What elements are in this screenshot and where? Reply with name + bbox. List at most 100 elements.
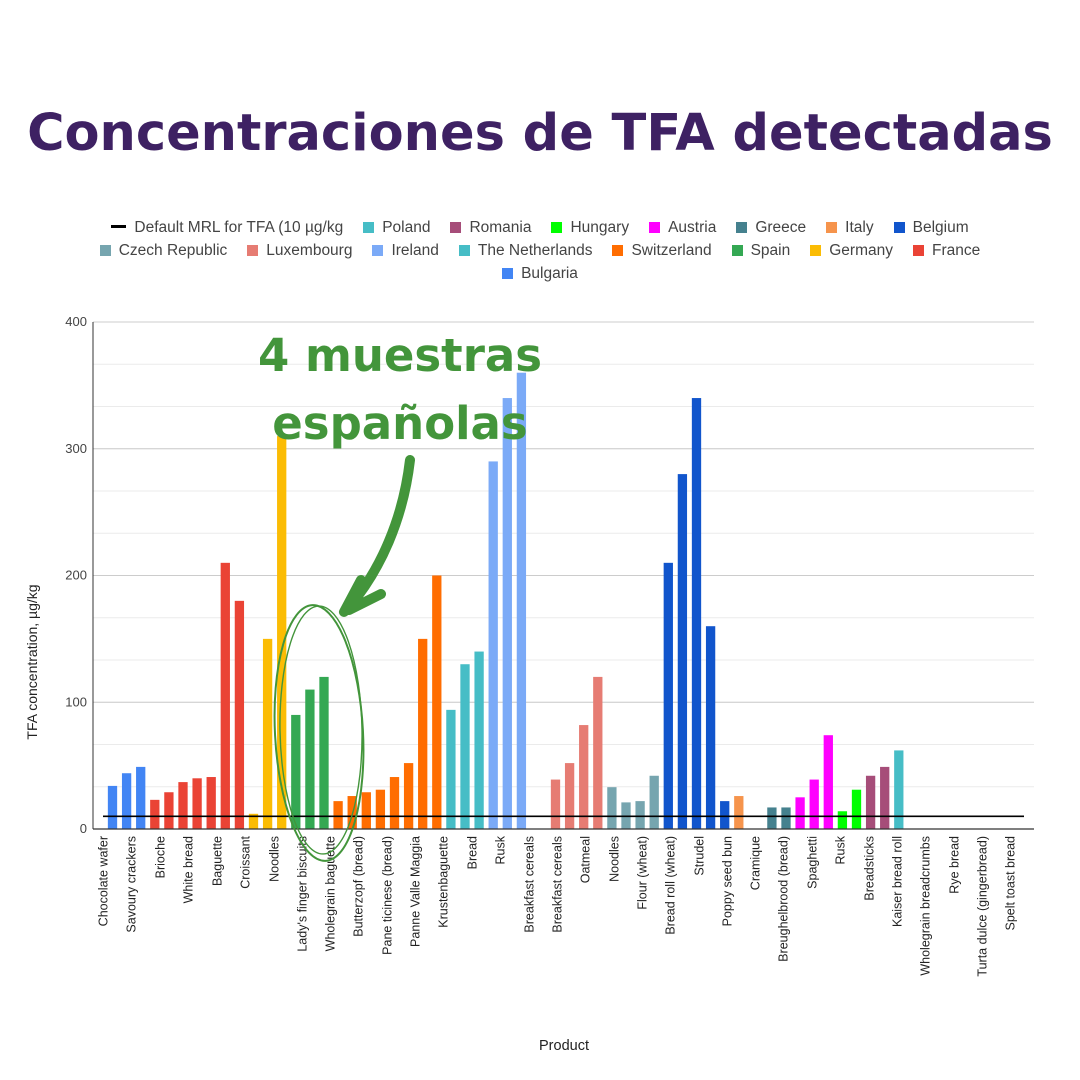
legend-item: Romania: [450, 216, 531, 239]
bar-france: [150, 799, 160, 829]
x-tick-label: Noodles: [267, 836, 281, 882]
bar-france: [192, 778, 202, 829]
y-tick-label: 300: [65, 441, 87, 456]
bar-spain: [291, 714, 301, 829]
chart-legend: Default MRL for TFA (10 µg/kg Poland Roman…: [40, 216, 1040, 285]
legend-swatch: [893, 222, 905, 233]
bar-bulgaria: [107, 785, 118, 829]
bar-greece: [781, 807, 791, 829]
bar-ireland: [488, 461, 498, 829]
x-tick-label: Wholegrain baguette: [323, 836, 337, 951]
bar-spain: [305, 689, 315, 829]
legend-item: Greece: [736, 216, 806, 239]
legend-swatch: [502, 268, 514, 279]
annotation-text: 4 muestras españolas: [240, 322, 560, 458]
x-tick-label: Strudel: [692, 836, 706, 876]
x-tick-label: Rye bread: [947, 836, 961, 894]
bar-luxembourg: [593, 676, 603, 829]
bar-luxembourg: [550, 779, 561, 829]
legend-swatch: [612, 245, 624, 256]
legend-swatch: [450, 222, 462, 233]
legend-swatch: [363, 222, 375, 233]
legend-item: Spain: [731, 239, 791, 262]
legend-swatch: [99, 245, 111, 256]
bar-germany: [277, 436, 287, 829]
bar-czech-republic: [607, 787, 617, 829]
x-tick-label: Chocolate wafer: [96, 836, 110, 926]
bar-austria: [795, 797, 805, 829]
legend-label: Switzerland: [631, 242, 712, 259]
x-tick-label: Rusk: [493, 835, 507, 864]
legend-row: Bulgaria: [40, 262, 1040, 285]
bar-luxembourg: [579, 725, 589, 829]
bar-czech-republic: [635, 801, 645, 829]
x-tick-label: Breakfast cereals: [522, 836, 536, 933]
legend-label: Austria: [668, 219, 717, 236]
y-tick-label: 400: [65, 314, 87, 329]
highlight-ellipse: [273, 604, 365, 862]
x-tick-label: Wholegrain breadcrumbs: [918, 836, 932, 976]
x-tick-label: Breughelbrood (bread): [776, 836, 790, 962]
legend-label: Romania: [469, 219, 532, 236]
x-tick-label: Breadsticks: [862, 836, 876, 901]
legend-label: Belgium: [912, 219, 969, 236]
bar-bulgaria: [136, 766, 146, 829]
bar-italy: [734, 796, 744, 829]
bar-switzerland: [375, 789, 386, 829]
highlight-ellipse-stroke-2: [279, 605, 363, 855]
bar-poland: [894, 750, 904, 829]
x-tick-label: Kaiser bread roll: [890, 836, 904, 927]
legend-swatch: [551, 222, 563, 233]
x-tick-label: Savoury crackers: [124, 836, 138, 933]
x-tick-label: Turta dulce (gingerbread): [975, 836, 989, 977]
annotation-line-2: españolas: [272, 397, 528, 450]
legend-swatch: [826, 222, 838, 233]
bar-switzerland: [389, 777, 400, 829]
y-tick-label: 100: [65, 694, 87, 709]
legend-item: Bulgaria: [502, 262, 578, 285]
bar-austria: [809, 779, 819, 829]
x-tick-label: Breakfast cereals: [550, 836, 564, 933]
bar-france: [164, 792, 174, 829]
annotation-arrow: [339, 455, 415, 617]
bar-luxembourg: [564, 763, 575, 829]
x-tick-label: Croissant: [238, 835, 252, 888]
y-axis-title: TFA concentration, µg/kg: [24, 584, 40, 739]
y-tick-label: 0: [80, 821, 87, 836]
legend-label: Default MRL for TFA (10 µg/kg: [134, 219, 344, 236]
bar-belgium: [677, 474, 688, 829]
x-tick-label: Krustenbaguette: [436, 836, 450, 928]
bar-the-netherlands: [446, 709, 456, 829]
legend-label: Poland: [382, 219, 431, 236]
bar-france: [234, 600, 245, 829]
bar-germany: [262, 638, 273, 829]
bar-switzerland: [403, 763, 414, 829]
bar-spain: [319, 676, 329, 829]
legend-label: Germany: [829, 242, 893, 259]
legend-swatch: [736, 222, 748, 233]
legend-label: Czech Republic: [118, 242, 228, 259]
x-tick-label: Spaghetti: [805, 836, 819, 889]
legend-swatch: [810, 245, 822, 256]
legend-item: Germany: [810, 239, 893, 262]
bar-romania: [880, 766, 890, 829]
page-title: Concentraciones de TFA detectadas: [27, 104, 1053, 163]
legend-item: Belgium: [893, 216, 969, 239]
bar-hungary: [851, 789, 862, 829]
y-tick-label: 200: [65, 568, 87, 583]
bar-czech-republic: [649, 775, 659, 829]
x-tick-label: Panne Valle Maggia: [408, 836, 422, 947]
x-tick-label: Lady's finger biscuits: [295, 836, 309, 952]
legend-swatch: [731, 245, 743, 256]
bar-ireland: [516, 372, 527, 829]
x-tick-label: Poppy seed bun: [720, 836, 734, 926]
legend-label: Spain: [750, 242, 791, 259]
bar-france: [220, 562, 230, 829]
bar-the-netherlands: [474, 651, 484, 829]
legend-row: Czech Republic Luxembourg Ireland The Nethe…: [40, 239, 1040, 262]
legend-item: Austria: [649, 216, 716, 239]
bar-france: [178, 782, 188, 829]
bar-switzerland: [418, 638, 428, 829]
bar-ireland: [502, 398, 512, 829]
